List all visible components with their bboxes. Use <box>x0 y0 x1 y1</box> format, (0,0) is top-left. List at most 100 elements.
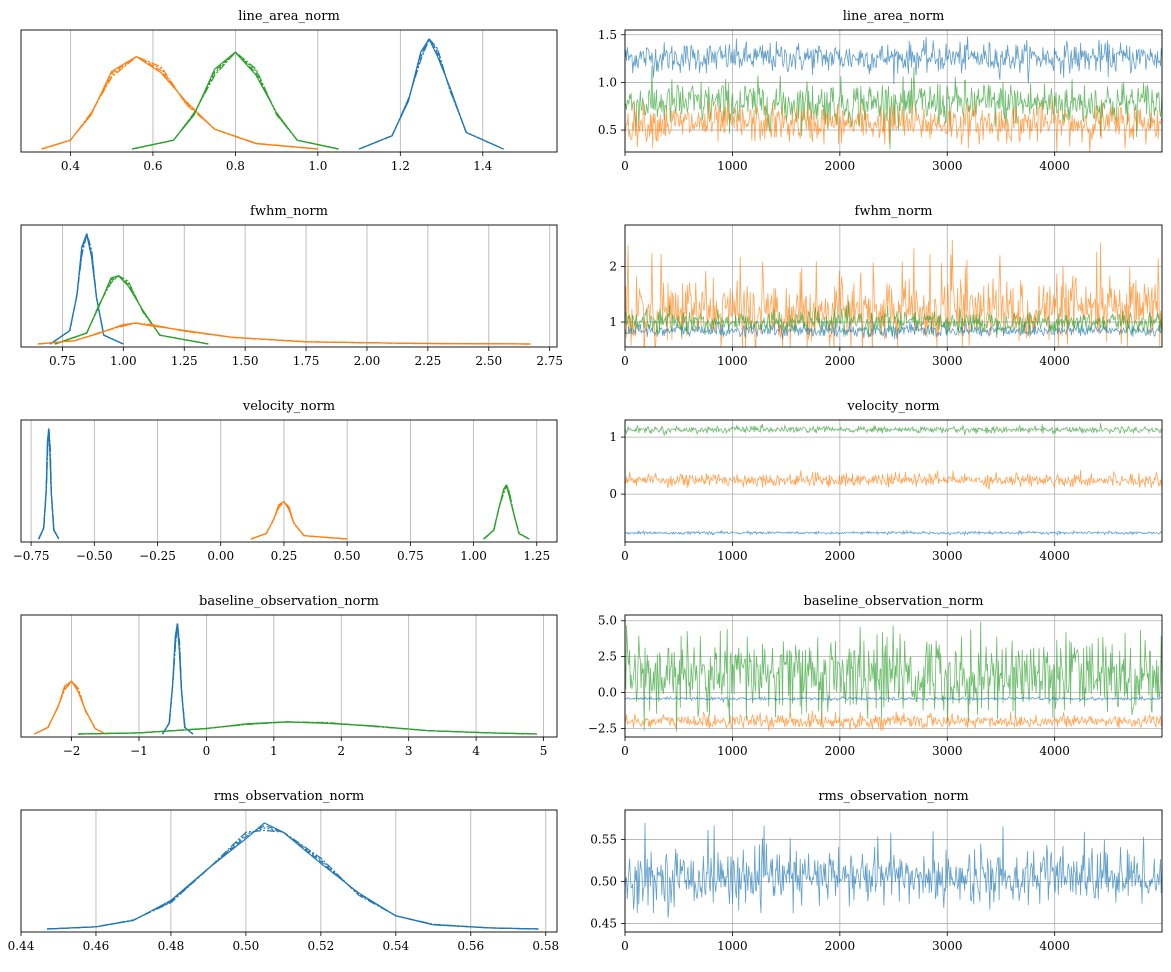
x-tick-label: 0.56 <box>457 939 484 953</box>
trace-line-orange <box>625 98 1162 152</box>
x-tick-label: 2.25 <box>415 354 442 368</box>
y-tick-label: 2.5 <box>598 650 617 664</box>
x-tick-label: 3000 <box>932 744 963 758</box>
x-tick-label: −0.25 <box>139 549 176 563</box>
y-tick-label: 0.50 <box>590 875 617 889</box>
series-group <box>46 822 539 930</box>
x-tick-label: 4000 <box>1039 159 1070 173</box>
x-tick-label: 0 <box>621 159 629 173</box>
x-tick-label: 0.44 <box>8 939 35 953</box>
grid-lines <box>71 615 544 737</box>
density-curve-blue <box>162 623 194 735</box>
density-curve-orange <box>38 322 531 345</box>
axes-frame <box>624 614 1163 738</box>
density-curve-green <box>483 484 530 540</box>
panel-density-4: 0.44 0.46 0.48 0.50 0.52 0.54 0.56 0.58 rms_obse… <box>8 789 559 953</box>
trace-line-green <box>625 621 1162 732</box>
x-tick-label: 1.00 <box>460 549 487 563</box>
x-tick-label: 0.25 <box>271 549 298 563</box>
panel-title: fwhm_norm <box>250 204 328 219</box>
series-group <box>625 423 1162 537</box>
series-group <box>34 623 538 735</box>
grid-lines <box>62 225 551 347</box>
panel-density-0: 0.4 0.6 0.8 1.0 1.2 1.4 line_area_norm <box>20 9 558 173</box>
x-tick-label: 0.52 <box>308 939 335 953</box>
x-tick-label: −0.50 <box>76 549 113 563</box>
x-tick-label: 0 <box>621 744 629 758</box>
grid-lines <box>70 30 484 152</box>
x-tick-label: 0.8 <box>226 159 245 173</box>
panel-title: baseline_observation_norm <box>804 594 984 609</box>
x-tick-label: 3000 <box>932 549 963 563</box>
panel-title: velocity_norm <box>242 399 335 414</box>
trace-line-orange <box>625 710 1162 731</box>
x-tick-label: 2000 <box>825 549 856 563</box>
y-tick-label: 0 <box>609 487 617 501</box>
y-tick-label: 1 <box>609 430 617 444</box>
x-tick-label: 0.50 <box>233 939 260 953</box>
density-curve-orange <box>34 680 106 735</box>
density-curve-blue <box>358 38 504 150</box>
x-tick-label: 3000 <box>932 354 963 368</box>
trace-line-blue <box>625 36 1162 85</box>
y-tick-label: 5.0 <box>598 614 617 628</box>
x-tick-label: 3000 <box>932 939 963 953</box>
panel-title: velocity_norm <box>846 399 939 414</box>
panel-density-1: 0.75 1.00 1.25 1.50 1.75 2.00 2.25 2.50 2.75 fwhm… <box>20 204 563 368</box>
axes-frame <box>624 224 1163 348</box>
x-tick-label: 0.46 <box>83 939 110 953</box>
series-group <box>41 38 504 150</box>
density-curve-green <box>132 51 339 150</box>
density-curve-blue <box>49 233 124 345</box>
panel-trace-4: 0 1000 2000 3000 4000 0.45 0.50 0.55 rms_observa… <box>590 789 1163 953</box>
panel-title: rms_observation_norm <box>818 789 968 804</box>
density-curve-blue <box>50 233 124 345</box>
density-curve-blue <box>358 38 504 150</box>
x-tick-label: 0.54 <box>382 939 409 953</box>
axes-frame <box>624 419 1163 543</box>
x-tick-label: 2.50 <box>475 354 502 368</box>
x-tick-label: 1000 <box>717 354 748 368</box>
density-curve-blue <box>49 233 124 345</box>
x-tick-label: 2000 <box>825 354 856 368</box>
trace-line-blue <box>625 822 1162 918</box>
density-curve-orange <box>41 56 318 150</box>
density-curve-blue <box>359 38 504 150</box>
series-group <box>625 822 1162 918</box>
panel-trace-3: 0 1000 2000 3000 4000 −2.5 0.0 2.5 5.0 baseline_o… <box>588 594 1163 758</box>
panel-density-2: −0.75 −0.50 −0.25 0.00 0.25 0.50 0.75 1.00 1.25 v… <box>13 399 558 563</box>
x-tick-label: 0.6 <box>143 159 162 173</box>
x-tick-label: 1 <box>270 744 278 758</box>
density-curve-green <box>483 484 530 540</box>
panel-trace-0: 0 1000 2000 3000 4000 0.5 1.0 1.5 line_area_norm <box>598 9 1163 173</box>
x-tick-label: 5 <box>540 744 548 758</box>
axes-frame <box>20 614 558 738</box>
x-tick-label: 1000 <box>717 159 748 173</box>
trace-line-green <box>625 423 1162 436</box>
panel-title: baseline_observation_norm <box>199 594 379 609</box>
y-tick-label: 1.5 <box>598 28 617 42</box>
panel-trace-2: 0 1000 2000 3000 4000 0 1 velocity_norm <box>609 399 1163 563</box>
x-tick-label: 2.00 <box>354 354 381 368</box>
x-tick-label: −2 <box>63 744 81 758</box>
x-tick-label: 1000 <box>717 939 748 953</box>
density-curve-orange <box>41 56 318 150</box>
density-curve-green <box>55 275 209 345</box>
x-tick-label: 3000 <box>932 159 963 173</box>
x-tick-label: 0.48 <box>158 939 185 953</box>
x-tick-label: 0 <box>621 549 629 563</box>
x-tick-label: 1000 <box>717 744 748 758</box>
y-tick-label: 1.0 <box>598 75 617 89</box>
x-tick-label: 4000 <box>1039 549 1070 563</box>
axes-frame <box>624 809 1163 933</box>
y-tick-label: 1 <box>609 315 617 329</box>
density-curve-blue <box>161 623 194 735</box>
x-tick-label: 0.50 <box>334 549 361 563</box>
trace-line-green <box>625 65 1162 150</box>
x-tick-label: 4000 <box>1039 939 1070 953</box>
x-tick-label: 3 <box>405 744 413 758</box>
density-curve-orange <box>41 56 319 150</box>
x-tick-label: 0 <box>621 939 629 953</box>
density-curve-blue <box>37 428 60 540</box>
